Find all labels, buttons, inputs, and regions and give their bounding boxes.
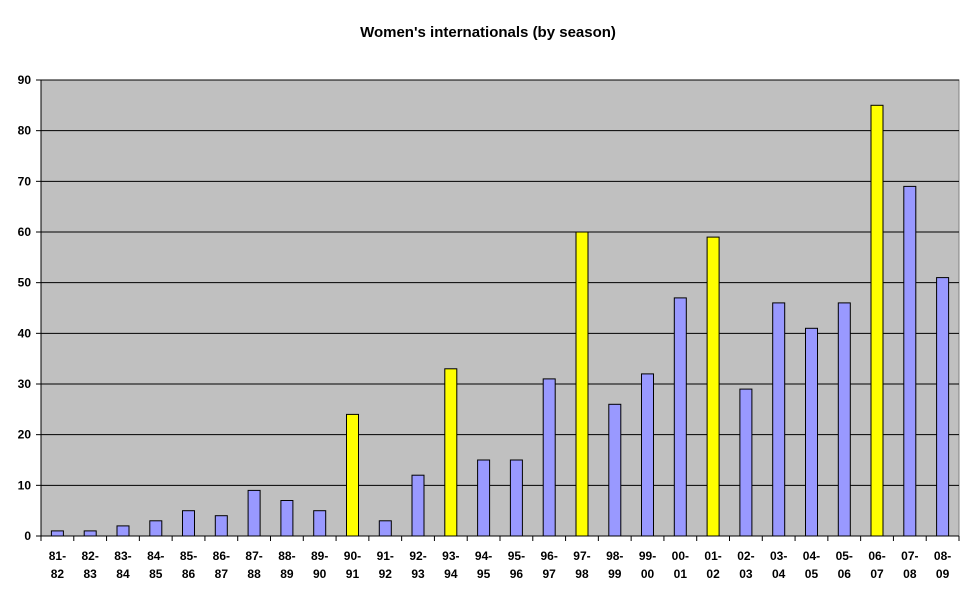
bar — [870, 104, 884, 537]
bar — [542, 378, 556, 537]
x-tick-label-line2: 97 — [542, 567, 556, 581]
bar — [280, 500, 294, 537]
bar — [936, 277, 950, 537]
x-tick-label-line1: 87- — [245, 549, 262, 563]
y-tick-label: 30 — [18, 377, 32, 391]
plot-background — [40, 79, 960, 537]
x-tick-label-line1: 96- — [541, 549, 558, 563]
x-tick-label-line1: 85- — [180, 549, 197, 563]
bar — [247, 489, 261, 537]
x-tick-label-line2: 85 — [149, 567, 163, 581]
y-tick-label: 60 — [18, 225, 32, 239]
x-tick-label-line1: 97- — [573, 549, 590, 563]
x-tick-label-line1: 01- — [704, 549, 721, 563]
y-tick-label: 40 — [18, 326, 32, 340]
bar — [739, 388, 753, 537]
x-tick-label-line2: 90 — [313, 567, 327, 581]
x-tick-label-line1: 99- — [639, 549, 656, 563]
x-tick-label-line1: 89- — [311, 549, 328, 563]
x-tick-label-line1: 91- — [377, 549, 394, 563]
x-tick-label-line1: 98- — [606, 549, 623, 563]
bar — [903, 185, 917, 537]
x-tick-label-line1: 08- — [934, 549, 951, 563]
x-tick-label-line1: 95- — [508, 549, 525, 563]
x-tick-label-line2: 86 — [182, 567, 196, 581]
x-tick-label-line2: 95 — [477, 567, 491, 581]
bar — [378, 520, 392, 537]
y-tick-label: 50 — [18, 276, 32, 290]
bar — [50, 530, 64, 537]
x-tick-label-line1: 93- — [442, 549, 459, 563]
y-tick-label: 80 — [18, 124, 32, 138]
x-tick-label-line1: 81- — [49, 549, 66, 563]
x-tick-label-line1: 06- — [868, 549, 885, 563]
y-tick-label: 70 — [18, 174, 32, 188]
bar — [641, 373, 654, 537]
bar — [444, 368, 458, 537]
y-tick-label: 10 — [18, 478, 32, 492]
chart-title: Women's internationals (by season) — [360, 24, 616, 41]
x-tick-label-line2: 82 — [51, 567, 65, 581]
bar — [182, 510, 195, 537]
x-tick-label-line2: 92 — [379, 567, 393, 581]
bar — [805, 327, 818, 537]
x-tick-label-line2: 04 — [772, 567, 786, 581]
bar — [673, 297, 687, 537]
plot-area: 010203040506070809081-8282-8383-8484-858… — [18, 73, 960, 581]
bar — [477, 459, 491, 537]
bar — [706, 236, 720, 537]
x-tick-label-line1: 94- — [475, 549, 492, 563]
x-tick-label-line1: 03- — [770, 549, 787, 563]
x-tick-label-line1: 07- — [901, 549, 918, 563]
x-tick-label-line2: 94 — [444, 567, 458, 581]
x-tick-label-line2: 03 — [739, 567, 753, 581]
x-tick-label-line2: 01 — [674, 567, 688, 581]
x-tick-label-line2: 02 — [706, 567, 720, 581]
y-tick-label: 0 — [24, 529, 31, 543]
bar — [772, 302, 786, 537]
x-tick-label-line1: 04- — [803, 549, 820, 563]
x-tick-label-line1: 90- — [344, 549, 361, 563]
x-tick-label-line1: 02- — [737, 549, 754, 563]
y-tick-label: 90 — [18, 73, 32, 87]
x-tick-label-line2: 96 — [510, 567, 524, 581]
x-tick-label-line2: 88 — [247, 567, 261, 581]
x-tick-label-line2: 87 — [215, 567, 229, 581]
x-tick-label-line2: 08 — [903, 567, 917, 581]
bar — [214, 515, 228, 537]
x-tick-label-line2: 05 — [805, 567, 819, 581]
bar — [116, 525, 130, 537]
bar — [346, 413, 359, 537]
x-tick-label-line2: 06 — [838, 567, 852, 581]
x-tick-label-line1: 05- — [836, 549, 853, 563]
x-tick-label-line2: 83 — [83, 567, 97, 581]
x-tick-label-line1: 86- — [213, 549, 230, 563]
bar — [411, 474, 425, 537]
x-tick-label-line1: 00- — [672, 549, 689, 563]
x-tick-label-line1: 82- — [82, 549, 99, 563]
x-tick-label-line2: 93 — [411, 567, 425, 581]
bar — [149, 520, 163, 537]
x-tick-label-line2: 00 — [641, 567, 655, 581]
x-tick-label-line1: 83- — [114, 549, 131, 563]
bar — [575, 231, 589, 537]
x-tick-label-line1: 92- — [409, 549, 426, 563]
x-tick-label-line2: 07 — [870, 567, 884, 581]
x-tick-label-line1: 88- — [278, 549, 295, 563]
bar — [608, 403, 622, 537]
x-tick-label-line1: 84- — [147, 549, 164, 563]
x-tick-label-line2: 09 — [936, 567, 950, 581]
x-tick-label-line2: 91 — [346, 567, 360, 581]
bar — [837, 302, 851, 537]
x-tick-label-line2: 98 — [575, 567, 589, 581]
bar — [83, 530, 97, 537]
x-tick-label-line2: 99 — [608, 567, 622, 581]
x-tick-label-line2: 84 — [116, 567, 130, 581]
bar — [313, 510, 327, 537]
y-tick-label: 20 — [18, 428, 32, 442]
bar — [509, 459, 523, 537]
x-tick-label-line2: 89 — [280, 567, 294, 581]
